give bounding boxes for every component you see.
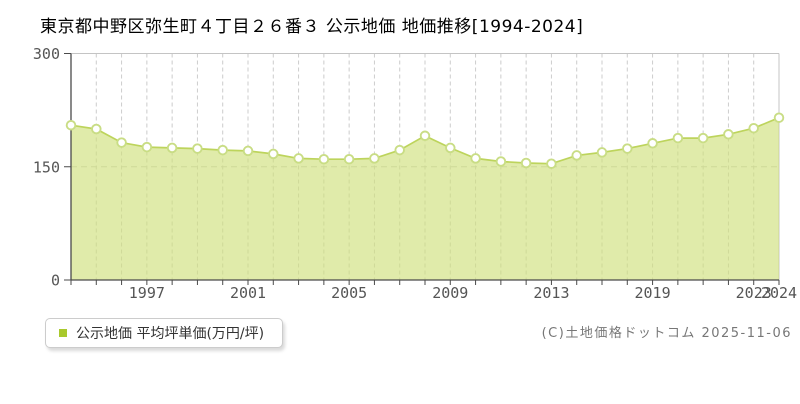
data-point-marker bbox=[723, 129, 734, 140]
data-point-marker bbox=[192, 143, 203, 154]
data-point-marker bbox=[495, 156, 507, 167]
data-point-marker bbox=[242, 145, 254, 157]
data-point-marker bbox=[546, 158, 557, 169]
data-point-marker bbox=[470, 153, 481, 164]
data-point-marker bbox=[217, 144, 228, 156]
data-point-marker bbox=[520, 157, 532, 169]
legend-box: 公示地価 平均坪単価(万円/坪) bbox=[45, 318, 284, 348]
legend-marker-icon bbox=[59, 329, 67, 337]
data-point-marker bbox=[445, 142, 456, 154]
data-point-marker bbox=[571, 150, 582, 161]
data-point-marker bbox=[91, 123, 102, 135]
data-point-marker bbox=[343, 153, 355, 165]
data-point-marker bbox=[268, 148, 279, 160]
x-tick-label: 2019 bbox=[635, 284, 671, 302]
data-point-marker bbox=[419, 130, 431, 142]
x-tick-label: 2009 bbox=[432, 284, 468, 302]
y-tick-label: 0 bbox=[51, 272, 60, 290]
y-tick-label: 150 bbox=[33, 158, 60, 176]
x-tick-label: 2013 bbox=[533, 284, 569, 302]
data-point-marker bbox=[622, 143, 633, 154]
data-point-marker bbox=[773, 112, 785, 123]
price-area-fill bbox=[71, 117, 779, 280]
page-title: 東京都中野区弥生町４丁目２６番３ 公示地価 地価推移[1994-2024] bbox=[40, 17, 584, 37]
data-point-marker bbox=[748, 122, 759, 134]
copyright-text: (C)土地価格ドットコム 2025-11-06 bbox=[541, 326, 792, 341]
y-tick-label: 300 bbox=[33, 45, 60, 63]
data-point-marker bbox=[697, 132, 709, 144]
data-point-marker bbox=[672, 132, 684, 144]
data-point-marker bbox=[596, 147, 608, 158]
data-point-marker bbox=[166, 142, 178, 154]
data-point-marker bbox=[394, 144, 405, 156]
x-tick-label: 2001 bbox=[230, 284, 266, 302]
data-point-marker bbox=[647, 138, 658, 149]
data-point-marker bbox=[116, 137, 127, 148]
x-tick-label: 1997 bbox=[129, 284, 165, 302]
x-tick-label: 2024 bbox=[761, 284, 797, 302]
x-tick-label: 2023 bbox=[736, 284, 772, 302]
data-point-marker bbox=[318, 153, 330, 165]
legend-label: 公示地価 平均坪単価(万円/坪) bbox=[76, 326, 265, 342]
data-point-marker bbox=[369, 153, 380, 164]
data-point-marker bbox=[141, 141, 153, 153]
x-tick-label: 2005 bbox=[331, 284, 367, 302]
data-point-marker bbox=[65, 119, 77, 131]
data-point-marker bbox=[293, 153, 304, 164]
